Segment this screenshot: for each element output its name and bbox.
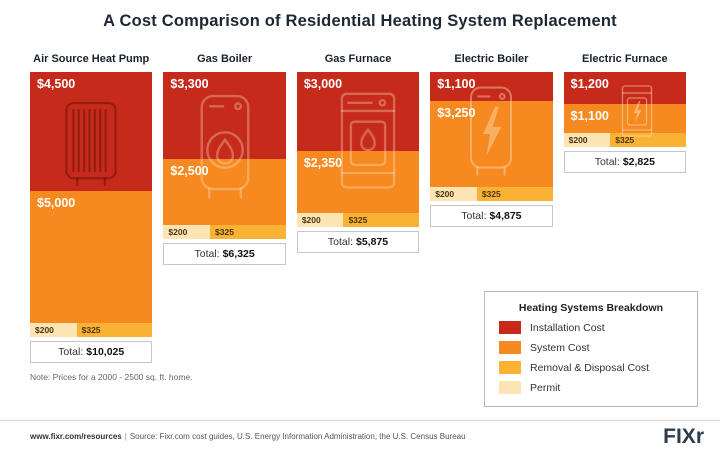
column-label: Electric Furnace [582,53,668,65]
fixr-logo-r: r [695,424,704,448]
footnote: Note: Prices for a 2000 - 2500 sq. ft. h… [30,372,193,382]
permit-removal-strip: $200 $325 [563,133,687,147]
column-label: Air Source Heat Pump [33,53,150,65]
legend-item-label: Permit [530,381,561,394]
permit-removal-strip: $200 $325 [163,225,286,239]
chart-column: Electric Boiler $1,100 $3,250 $200 $325 Total… [430,53,553,227]
permit-segment: $200 [430,187,477,201]
footer-attribution: www.fixr.com/resources | Source: Fixr.com … [30,432,466,441]
installation-segment: $3,000 [296,72,420,151]
permit-removal-strip: $200 $325 [430,187,553,201]
total-label: Total: [194,248,220,260]
legend-item-label: Installation Cost [530,321,605,334]
legend-box: Heating Systems Breakdown Installation C… [484,291,698,407]
stacked-bar: $4,500 $5,000 $200 $325 [30,72,153,337]
installation-segment: $3,300 [163,72,286,159]
system-segment: $1,100 [563,104,687,133]
removal-segment: $325 [76,323,153,337]
total-label: Total: [594,156,620,168]
chart-column: Air Source Heat Pump $4,500 $5,000 $200 $325… [30,53,153,363]
permit-segment: $200 [563,133,611,147]
total-value: $5,875 [356,236,389,248]
total-label: Total: [461,210,487,222]
total-box: Total: $10,025 [30,341,153,363]
chart-column: Electric Furnace $1,200 $1,100 $200 $325 Tota… [563,53,687,173]
system-value: $2,350 [303,156,343,170]
installation-value: $1,200 [570,77,609,91]
legend-item: Removal & Disposal Cost [499,361,683,374]
fixr-logo: FIXr [663,426,704,447]
removal-segment: $325 [210,225,286,239]
permit-segment: $200 [30,323,77,337]
chart-column: Gas Boiler $3,300 $2,500 $200 $325 Total: $6,3… [163,53,286,265]
legend-items: Installation Cost System Cost Removal & Di… [499,321,683,394]
total-box: Total: $5,875 [296,231,420,253]
column-label: Gas Boiler [197,53,253,65]
legend-item: System Cost [499,341,683,354]
footer-source: Source: Fixr.com cost guides, U.S. Energ… [129,431,466,441]
total-box: Total: $4,875 [430,205,553,227]
stacked-bar: $3,300 $2,500 $200 $325 [163,72,286,239]
legend-swatch [499,381,521,394]
stacked-bar: $1,100 $3,250 $200 $325 [430,72,553,201]
cost-comparison-chart: Air Source Heat Pump $4,500 $5,000 $200 $325… [0,53,720,363]
legend-swatch [499,321,521,334]
footer-url: www.fixr.com/resources [30,431,122,441]
installation-value: $1,100 [437,77,476,91]
total-box: Total: $2,825 [563,151,687,173]
column-label: Electric Boiler [454,53,529,65]
permit-segment: $200 [163,225,211,239]
system-value: $3,250 [437,106,476,120]
legend-item: Installation Cost [499,321,683,334]
permit-removal-strip: $200 $325 [296,213,420,227]
legend-item: Permit [499,381,683,394]
installation-segment: $1,100 [430,72,553,101]
total-value: $6,325 [222,248,255,260]
installation-segment: $1,200 [563,72,687,104]
installation-value: $3,000 [303,77,343,91]
fixr-logo-text: FIX [663,424,696,448]
total-label: Total: [327,236,353,248]
permit-segment: $200 [296,213,344,227]
total-value: $2,825 [622,156,655,168]
total-label: Total: [58,346,84,358]
system-segment: $2,350 [296,151,420,213]
page-title: A Cost Comparison of Residential Heating… [103,12,617,30]
stacked-bar: $1,200 $1,100 $200 $325 [563,72,687,147]
total-value: $10,025 [86,346,125,358]
legend-swatch [499,341,521,354]
legend-swatch [499,361,521,374]
footer: www.fixr.com/resources | Source: Fixr.com … [0,420,720,451]
total-box: Total: $6,325 [163,243,286,265]
stacked-bar: $3,000 $2,350 $200 $325 [296,72,420,227]
system-segment: $3,250 [430,101,553,187]
chart-column: Gas Furnace $3,000 $2,350 $200 $325 Total: $5,… [296,53,420,253]
installation-value: $3,300 [170,77,209,91]
system-value: $5,000 [37,196,76,210]
system-segment: $2,500 [163,159,286,225]
column-label: Gas Furnace [324,53,392,65]
legend-title: Heating Systems Breakdown [518,302,664,314]
removal-segment: $325 [476,187,553,201]
total-value: $4,875 [489,210,522,222]
legend-item-label: Removal & Disposal Cost [530,361,650,374]
installation-segment: $4,500 [30,72,153,191]
removal-segment: $325 [343,213,420,227]
permit-removal-strip: $200 $325 [30,323,153,337]
removal-segment: $325 [610,133,687,147]
system-segment: $5,000 [30,191,153,323]
system-value: $1,100 [570,109,609,123]
installation-value: $4,500 [37,77,76,91]
system-value: $2,500 [170,164,209,178]
legend-item-label: System Cost [530,341,590,354]
footer-separator: | [124,431,127,441]
